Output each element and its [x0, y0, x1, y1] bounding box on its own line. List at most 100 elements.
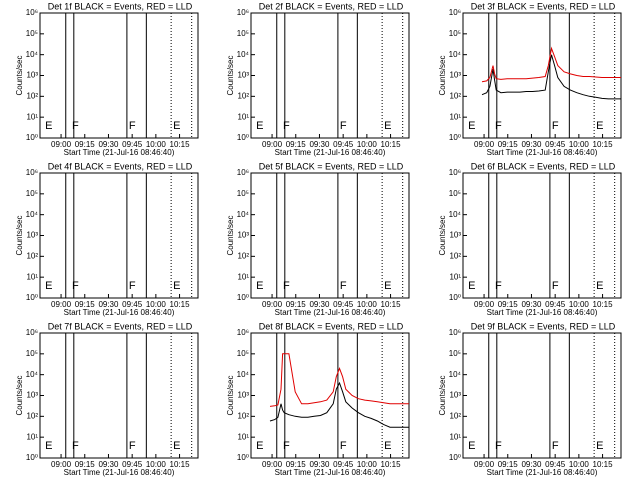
x-tick-label: 10:00 — [569, 140, 590, 149]
x-tick-label: 10:15 — [170, 460, 191, 469]
event-label: F — [283, 280, 290, 292]
event-label: E — [256, 120, 263, 132]
x-tick-label: 09:30 — [98, 460, 119, 469]
y-tick-label: 10² — [26, 251, 38, 260]
event-label: F — [283, 440, 290, 452]
x-tick-label: 09:45 — [122, 140, 143, 149]
y-tick-label: 10¹ — [26, 432, 38, 441]
y-axis-label: Counts/sec — [226, 215, 235, 255]
x-tick-label: 09:30 — [309, 300, 330, 309]
y-tick-label: 10⁴ — [26, 50, 39, 59]
y-tick-label: 10⁶ — [237, 168, 249, 177]
x-tick-label: 09:15 — [75, 300, 96, 309]
y-tick-label: 10⁴ — [237, 370, 250, 379]
x-tick-label: 09:15 — [75, 140, 96, 149]
y-tick-label: 10² — [237, 411, 249, 420]
x-tick-label: 09:00 — [474, 300, 495, 309]
event-label: F — [340, 440, 347, 452]
panel: Det 3f BLACK = Events, RED = LLD 10⁰ 10¹ 10… — [438, 1, 622, 157]
x-tick-label: 10:15 — [593, 300, 614, 309]
y-tick-label: 10³ — [237, 71, 249, 80]
x-tick-label: 09:30 — [521, 300, 542, 309]
x-tick-label: 09:30 — [521, 140, 542, 149]
y-tick-label: 10² — [449, 251, 461, 260]
event-label: F — [340, 280, 347, 292]
series-line — [481, 54, 621, 100]
y-tick-label: 10³ — [26, 71, 38, 80]
x-tick-label: 10:15 — [593, 460, 614, 469]
x-tick-label: 09:15 — [286, 460, 307, 469]
x-tick-label: 09:15 — [498, 140, 519, 149]
event-label: E — [45, 120, 52, 132]
x-tick-label: 10:15 — [381, 460, 402, 469]
y-tick-label: 10⁶ — [26, 328, 38, 337]
y-tick-label: 10⁶ — [449, 8, 461, 17]
x-tick-label: 09:45 — [333, 300, 354, 309]
panel: Det 9f BLACK = Events, RED = LLD 10⁰ 10¹ 10… — [438, 321, 622, 477]
y-tick-label: 10² — [237, 91, 249, 100]
y-tick-label: 10⁴ — [26, 370, 39, 379]
event-label: F — [495, 440, 502, 452]
event-label: F — [129, 440, 136, 452]
x-tick-label: 09:45 — [122, 460, 143, 469]
y-axis-label: Counts/sec — [15, 55, 24, 95]
event-label: F — [552, 440, 559, 452]
panel: Det 6f BLACK = Events, RED = LLD 10⁰ 10¹ 10… — [438, 161, 622, 317]
event-label: E — [468, 120, 475, 132]
chart-title: Det 9f BLACK = Events, RED = LLD — [471, 321, 616, 331]
event-label: F — [129, 280, 136, 292]
y-tick-label: 10⁵ — [26, 189, 38, 198]
event-label: E — [173, 120, 180, 132]
event-label: E — [173, 440, 180, 452]
x-tick-label: 10:00 — [146, 300, 167, 309]
y-tick-label: 10¹ — [237, 272, 249, 281]
x-tick-label: 10:15 — [381, 300, 402, 309]
y-tick-label: 10⁴ — [237, 210, 250, 219]
y-tick-label: 10⁵ — [26, 349, 38, 358]
x-tick-label: 10:00 — [357, 460, 378, 469]
x-tick-label: 09:45 — [545, 140, 566, 149]
chart-title: Det 7f BLACK = Events, RED = LLD — [48, 321, 193, 331]
y-tick-label: 10⁶ — [237, 328, 249, 337]
y-tick-label: 10⁶ — [449, 328, 461, 337]
x-tick-label: 10:00 — [569, 300, 590, 309]
x-tick-label: 10:00 — [146, 140, 167, 149]
x-tick-label: 09:30 — [521, 460, 542, 469]
series-line — [269, 381, 409, 428]
x-tick-label: 10:15 — [170, 140, 191, 149]
event-label: F — [552, 120, 559, 132]
event-label: F — [72, 120, 79, 132]
series-line — [269, 353, 409, 407]
chart-title: Det 6f BLACK = Events, RED = LLD — [471, 161, 616, 171]
event-label: E — [596, 280, 603, 292]
y-tick-label: 10³ — [26, 391, 38, 400]
x-tick-label: 09:45 — [545, 300, 566, 309]
x-tick-label: 09:00 — [262, 140, 283, 149]
panel: Det 2f BLACK = Events, RED = LLD 10⁰ 10¹ 10… — [226, 1, 410, 157]
y-axis-label: Counts/sec — [226, 55, 235, 95]
x-tick-label: 09:30 — [98, 140, 119, 149]
event-label: F — [552, 280, 559, 292]
x-tick-label: 10:15 — [593, 140, 614, 149]
y-axis-label: Counts/sec — [226, 375, 235, 415]
y-tick-label: 10⁴ — [449, 210, 462, 219]
event-label: F — [72, 440, 79, 452]
y-tick-label: 10³ — [449, 391, 461, 400]
x-tick-label: 09:00 — [51, 140, 72, 149]
chart-title: Det 4f BLACK = Events, RED = LLD — [48, 161, 193, 171]
event-label: E — [45, 280, 52, 292]
x-axis-label: Start Time (21-Jul-16 08:46:40) — [275, 308, 386, 317]
x-tick-label: 10:15 — [170, 300, 191, 309]
y-tick-label: 10³ — [449, 231, 461, 240]
y-tick-label: 10⁶ — [237, 8, 249, 17]
event-label: F — [495, 120, 502, 132]
y-tick-label: 10³ — [449, 71, 461, 80]
y-tick-label: 10¹ — [449, 432, 461, 441]
x-tick-label: 09:00 — [474, 460, 495, 469]
x-tick-label: 09:30 — [309, 460, 330, 469]
chart-title: Det 1f BLACK = Events, RED = LLD — [48, 1, 193, 11]
y-tick-label: 10⁴ — [26, 210, 39, 219]
y-tick-label: 10³ — [26, 231, 38, 240]
x-tick-label: 09:15 — [286, 140, 307, 149]
panel: Det 7f BLACK = Events, RED = LLD 10⁰ 10¹ 10… — [15, 321, 199, 477]
